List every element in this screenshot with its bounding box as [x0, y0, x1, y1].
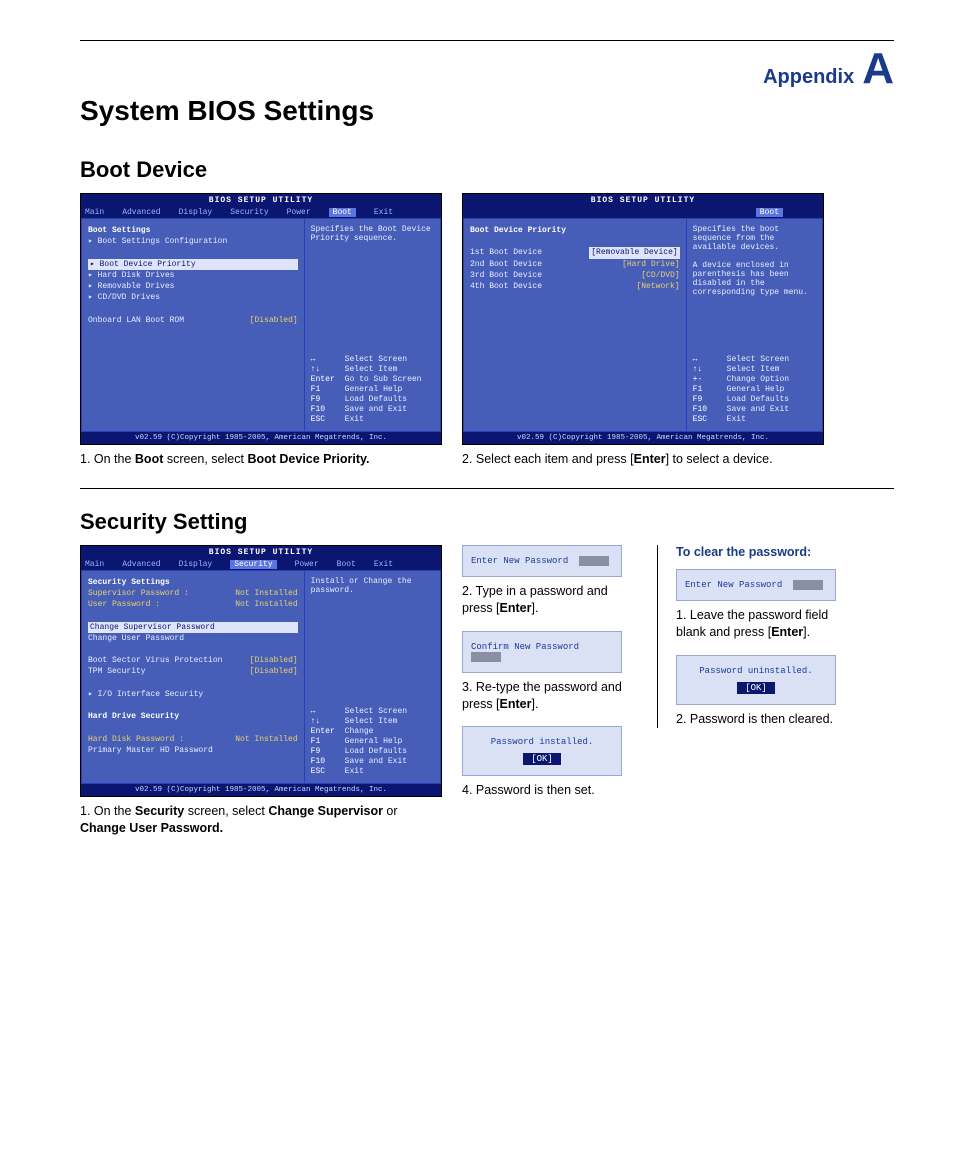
bios-menu: Main Advanced Display Security Power Boo…	[81, 207, 441, 218]
appendix-letter: A	[862, 47, 894, 91]
ok-button[interactable]: [OK]	[523, 753, 561, 765]
m3-main: Main	[85, 560, 104, 569]
bios-title2: BIOS SETUP UTILITY	[463, 194, 823, 207]
boot-settings-heading: Boot Settings	[88, 225, 298, 236]
cap-b4: 4. Password is then set.	[462, 782, 637, 799]
bios-left-pane: Boot Settings ▸ Boot Settings Configurat…	[81, 218, 305, 432]
m3-exit: Exit	[374, 560, 393, 569]
menu-exit: Exit	[374, 208, 393, 217]
lan-row: Onboard LAN Boot ROM [Disabled]	[88, 315, 298, 326]
security-row: BIOS SETUP UTILITY Main Advanced Display…	[80, 545, 894, 837]
bios-footer3: v02.59 (C)Copyright 1985-2005, American …	[81, 784, 441, 796]
help-text2: Specifies the boot sequence from the ava…	[693, 225, 816, 297]
dialog-installed: Password installed. [OK]	[462, 726, 622, 776]
bios-left-pane3: Security Settings Supervisor Password :N…	[81, 570, 305, 784]
menu-main: Main	[85, 208, 104, 217]
pw-blank	[793, 580, 823, 590]
m3-boot: Boot	[337, 560, 356, 569]
cap-b3: 3. Re-type the password and press [Enter…	[462, 679, 637, 713]
cap-c2: 2. Password is then cleared.	[676, 711, 851, 728]
bios-left-pane2: Boot Device Priority 1st Boot Device[Rem…	[463, 218, 687, 432]
sec-caption: 1. On the Security screen, select Change…	[80, 803, 442, 837]
help-text: Specifies the Boot Device Priority seque…	[311, 225, 434, 243]
dialog-confirm-new: Confirm New Password ****	[462, 631, 622, 673]
page-title: System BIOS Settings	[80, 95, 894, 127]
pw-mask2: ****	[471, 652, 501, 662]
pw-mask: ****	[579, 556, 609, 566]
section-boot-device: Boot Device	[80, 157, 894, 183]
appendix-header: Appendix A	[80, 47, 894, 91]
pm-hd-pw: Primary Master HD Password	[88, 745, 298, 756]
bios-footer2: v02.59 (C)Copyright 1985-2005, American …	[463, 432, 823, 444]
dialog-enter-new-blank: Enter New Password	[676, 569, 836, 601]
security-col-c: To clear the password: Enter New Passwor…	[657, 545, 851, 728]
item-cdd: ▸ CD/DVD Drives	[88, 292, 298, 303]
section-security: Security Setting	[80, 509, 894, 535]
bios-title: BIOS SETUP UTILITY	[81, 194, 441, 207]
security-col-a: BIOS SETUP UTILITY Main Advanced Display…	[80, 545, 442, 837]
io-security: ▸ I/O Interface Security	[88, 689, 298, 700]
m3-disp: Display	[179, 560, 213, 569]
help-text3: Install or Change the password.	[311, 577, 434, 595]
lan-value: [Disabled]	[250, 315, 298, 326]
item-hdd: ▸ Hard Disk Drives	[88, 270, 298, 281]
m3-pwr: Power	[295, 560, 319, 569]
divider	[80, 488, 894, 489]
item-bdp: ▸ Boot Device Priority	[88, 259, 298, 270]
bios-boot-settings: BIOS SETUP UTILITY Main Advanced Display…	[80, 193, 442, 445]
top-rule	[80, 40, 894, 41]
key-legend: ↔Select Screen↑↓Select ItemEnterGo to Su…	[311, 355, 434, 425]
clear-pw-title: To clear the password:	[676, 545, 851, 559]
key-legend2: ↔Select Screen↑↓Select Item+-Change Opti…	[693, 355, 816, 425]
menu-boot2: Boot	[756, 208, 783, 217]
sec-heading: Security Settings	[88, 577, 298, 588]
m3-adv: Advanced	[122, 560, 160, 569]
cap-b2: 2. Type in a password and press [Enter].	[462, 583, 637, 617]
item-bsc: ▸ Boot Settings Configuration	[88, 236, 298, 247]
hd-security: Hard Drive Security	[88, 711, 298, 722]
item-rmd: ▸ Removable Drives	[88, 281, 298, 292]
bios-menu3: Main Advanced Display Security Power Boo…	[81, 559, 441, 570]
bdp-heading: Boot Device Priority	[470, 225, 680, 236]
boot2-caption: 2. Select each item and press [Enter] to…	[462, 451, 824, 468]
bios-menu2: Boot	[463, 207, 823, 218]
bios-right-pane2: Specifies the boot sequence from the ava…	[687, 218, 823, 432]
boot-col-1: BIOS SETUP UTILITY Main Advanced Display…	[80, 193, 442, 468]
lan-label: Onboard LAN Boot ROM	[88, 315, 184, 326]
boot-col-2: BIOS SETUP UTILITY Boot Boot Device Prio…	[462, 193, 824, 468]
cap-c1: 1. Leave the password field blank and pr…	[676, 607, 851, 641]
security-col-b: Enter New Password **** 2. Type in a pas…	[462, 545, 637, 799]
change-supervisor: Change Supervisor Password	[88, 622, 298, 633]
menu-advanced: Advanced	[122, 208, 160, 217]
dialog-enter-new: Enter New Password ****	[462, 545, 622, 577]
menu-boot: Boot	[329, 208, 356, 217]
menu-security: Security	[230, 208, 268, 217]
bios-title3: BIOS SETUP UTILITY	[81, 546, 441, 559]
m3-sec: Security	[230, 560, 276, 569]
bios-right-pane3: Install or Change the password. ↔Select …	[305, 570, 441, 784]
bios-security: BIOS SETUP UTILITY Main Advanced Display…	[80, 545, 442, 797]
bios-boot-priority: BIOS SETUP UTILITY Boot Boot Device Prio…	[462, 193, 824, 445]
bios-right-pane: Specifies the Boot Device Priority seque…	[305, 218, 441, 432]
key-legend3: ↔Select Screen↑↓Select ItemEnterChangeF1…	[311, 707, 434, 777]
bios-footer: v02.59 (C)Copyright 1985-2005, American …	[81, 432, 441, 444]
dialog-uninstalled: Password uninstalled. [OK]	[676, 655, 836, 705]
boot1-caption: 1. On the Boot screen, select Boot Devic…	[80, 451, 442, 468]
ok-button2[interactable]: [OK]	[737, 682, 775, 694]
menu-power: Power	[287, 208, 311, 217]
change-user: Change User Password	[88, 633, 298, 644]
boot-screenshots-row: BIOS SETUP UTILITY Main Advanced Display…	[80, 193, 894, 468]
menu-display: Display	[179, 208, 213, 217]
appendix-label: Appendix	[763, 66, 854, 89]
